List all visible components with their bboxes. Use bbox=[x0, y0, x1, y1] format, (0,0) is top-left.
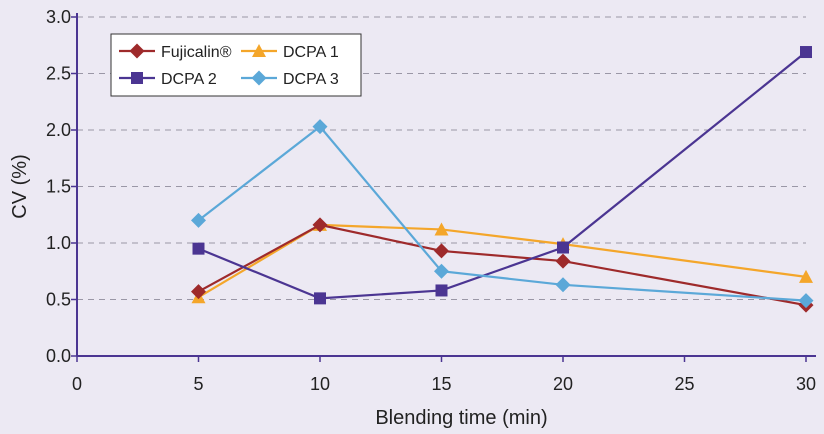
data-point-s3-4 bbox=[798, 293, 814, 309]
x-tick-label-4: 20 bbox=[553, 374, 573, 394]
y-tick-label-4: 2.0 bbox=[46, 120, 71, 140]
x-tick-label-2: 10 bbox=[310, 374, 330, 394]
data-point-s3-0 bbox=[191, 212, 206, 228]
data-point-s0-1 bbox=[312, 217, 328, 233]
data-point-s2-4 bbox=[799, 269, 813, 283]
y-tick-label-2: 1.0 bbox=[46, 233, 71, 253]
data-point-s3-3 bbox=[555, 277, 571, 293]
y-tick-label-6: 3.0 bbox=[46, 7, 71, 27]
y-tick-label-0: 0.0 bbox=[46, 346, 71, 366]
legend-marker-2 bbox=[131, 72, 143, 84]
legend: Fujicalin® DCPA 1 DCPA 2 DCPA 3 bbox=[110, 33, 362, 97]
y-axis-title: CV (%) bbox=[9, 154, 31, 218]
x-tick-label-3: 15 bbox=[431, 374, 451, 394]
data-point-s1-3 bbox=[557, 241, 569, 254]
x-tick-label-5: 25 bbox=[674, 374, 694, 394]
legend-label-0: Fujicalin® bbox=[161, 44, 232, 61]
axes: 0.0 0.5 1.0 1.5 2.0 2.5 3.0 0 5 10 15 20 25 30 bbox=[46, 7, 816, 394]
data-point-s3-1 bbox=[312, 119, 328, 135]
legend-marker-3 bbox=[251, 70, 267, 86]
legend-item-1: DCPA 1 bbox=[241, 44, 339, 61]
series-1 bbox=[192, 46, 812, 305]
legend-label-2: DCPA 2 bbox=[161, 71, 217, 88]
y-tick-label-3: 1.5 bbox=[46, 177, 71, 197]
data-point-s0-2 bbox=[434, 243, 449, 259]
legend-label-1: DCPA 1 bbox=[283, 44, 339, 61]
y-tick-label-5: 2.5 bbox=[46, 64, 71, 84]
data-point-s1-4 bbox=[800, 46, 812, 59]
legend-item-2: DCPA 2 bbox=[119, 71, 217, 88]
legend-item-0: Fujicalin® bbox=[119, 43, 232, 61]
legend-marker-1 bbox=[252, 44, 266, 57]
x-axis-title: Blending time (min) bbox=[375, 407, 547, 429]
legend-item-3: DCPA 3 bbox=[241, 70, 339, 88]
data-point-s1-2 bbox=[435, 284, 448, 297]
y-tick-label-1: 0.5 bbox=[46, 290, 71, 310]
data-point-s2-2 bbox=[434, 222, 449, 236]
x-tick-label-1: 5 bbox=[193, 374, 203, 394]
series-3 bbox=[191, 119, 814, 309]
legend-marker-0 bbox=[129, 43, 145, 59]
data-point-s0-3 bbox=[555, 253, 571, 269]
x-tick-label-0: 0 bbox=[72, 374, 82, 394]
legend-box bbox=[110, 33, 362, 97]
series-line-3 bbox=[197, 125, 807, 302]
data-point-s1-0 bbox=[192, 242, 205, 255]
legend-label-3: DCPA 3 bbox=[283, 71, 339, 88]
data-point-s0-0 bbox=[191, 284, 206, 300]
series-lines bbox=[191, 46, 814, 313]
data-point-s3-2 bbox=[434, 263, 449, 279]
x-tick-label-6: 30 bbox=[796, 374, 816, 394]
data-point-s1-1 bbox=[314, 292, 326, 305]
